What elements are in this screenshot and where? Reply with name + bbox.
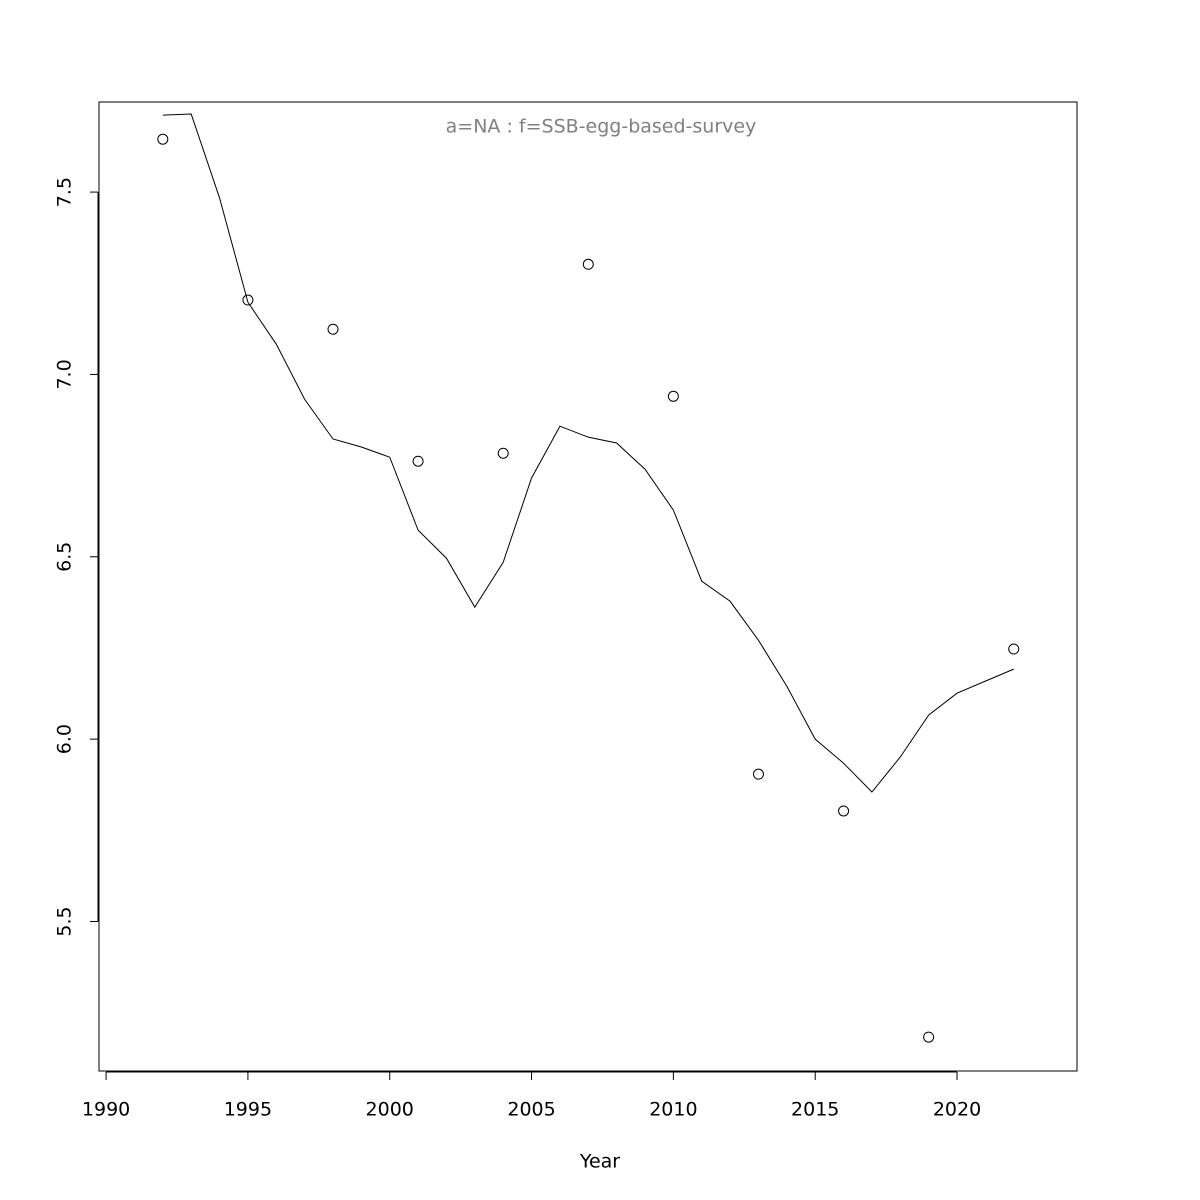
- observed-point: [923, 1031, 935, 1043]
- observed-point: [412, 455, 424, 467]
- observed-point: [667, 390, 679, 402]
- x-tick-label: 2010: [649, 1099, 697, 1121]
- chart-title: a=NA : f=SSB-egg-based-survey: [446, 116, 757, 138]
- x-tick-label: 2000: [366, 1099, 414, 1121]
- x-tick-label: 2020: [933, 1099, 981, 1121]
- fitted-line: [162, 113, 1014, 793]
- observed-point: [1008, 643, 1020, 655]
- plot-frame: [98, 101, 1078, 1072]
- y-tick-label: 6.5: [54, 542, 76, 572]
- observed-point: [497, 447, 509, 459]
- observed-point: [157, 133, 169, 145]
- observed-point: [838, 805, 850, 817]
- y-tick-label: 6.0: [54, 724, 76, 754]
- x-tick-label: 2015: [791, 1099, 839, 1121]
- observed-point: [752, 768, 764, 780]
- x-tick-label: 1990: [82, 1099, 130, 1121]
- observed-point: [582, 258, 594, 270]
- observed-point: [242, 294, 254, 306]
- y-tick-label: 7.5: [54, 177, 76, 207]
- y-tick-label: 5.5: [54, 906, 76, 936]
- observed-point: [327, 323, 339, 335]
- x-tick-label: 1995: [224, 1099, 272, 1121]
- x-tick-label: 2005: [507, 1099, 555, 1121]
- y-tick-label: 7.0: [54, 359, 76, 389]
- x-axis-label: Year: [579, 1151, 620, 1173]
